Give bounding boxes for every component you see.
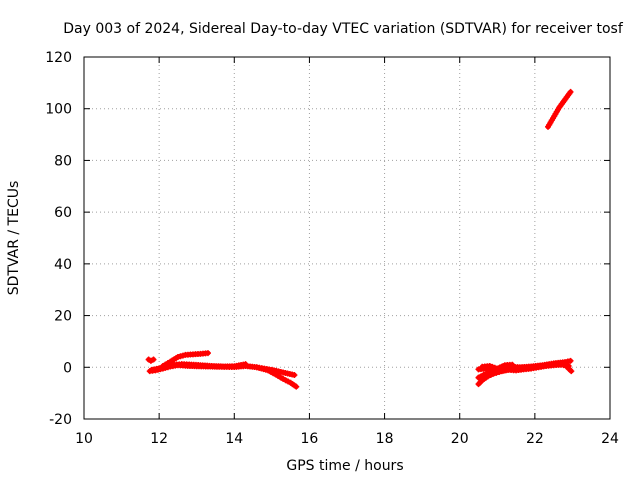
data-series <box>145 356 157 364</box>
y-tick-label: 120 <box>45 50 72 66</box>
data-point <box>568 368 575 375</box>
x-axis-label: GPS time / hours <box>286 458 403 474</box>
x-tick-label: 20 <box>451 431 469 447</box>
data-point <box>567 88 574 95</box>
data-series <box>253 364 300 390</box>
y-tick-label: 20 <box>54 309 72 325</box>
x-tick-label: 18 <box>376 431 394 447</box>
y-tick-label: 60 <box>54 205 72 221</box>
x-tick-label: 12 <box>150 431 168 447</box>
y-tick-label: -20 <box>49 412 72 428</box>
x-tick-label: 22 <box>526 431 544 447</box>
y-tick-labels: -20 0 20 40 60 80 100 120 <box>45 50 72 428</box>
y-axis-label: SDTVAR / TECUs <box>6 181 22 296</box>
data-point <box>487 372 494 379</box>
data-point <box>484 373 491 380</box>
data-series <box>561 361 575 375</box>
data-point <box>293 383 300 390</box>
data-series <box>545 88 574 130</box>
y-tick-label: 100 <box>45 102 72 118</box>
data-point <box>509 361 516 368</box>
data-point <box>291 372 298 379</box>
series-layer <box>145 88 575 390</box>
y-tick-label: 40 <box>54 257 72 273</box>
x-tick-labels: 10 12 14 16 18 20 22 24 <box>75 431 619 447</box>
chart-title: Day 003 of 2024, Sidereal Day-to-day VTE… <box>63 21 624 37</box>
data-point <box>150 356 157 363</box>
data-series <box>159 350 211 369</box>
y-tick-label: 0 <box>63 360 72 376</box>
data-point <box>242 361 249 368</box>
x-tick-label: 24 <box>601 431 619 447</box>
y-tick-label: 80 <box>54 153 72 169</box>
plot-border <box>83 56 611 420</box>
data-point <box>204 350 211 357</box>
data-point <box>490 370 497 377</box>
data-point <box>567 357 574 364</box>
x-tick-label: 14 <box>225 431 243 447</box>
plot-frame <box>83 56 611 420</box>
grid-lines <box>84 57 610 419</box>
x-tick-label: 16 <box>301 431 319 447</box>
data-series <box>479 361 516 372</box>
x-tick-label: 10 <box>75 431 93 447</box>
